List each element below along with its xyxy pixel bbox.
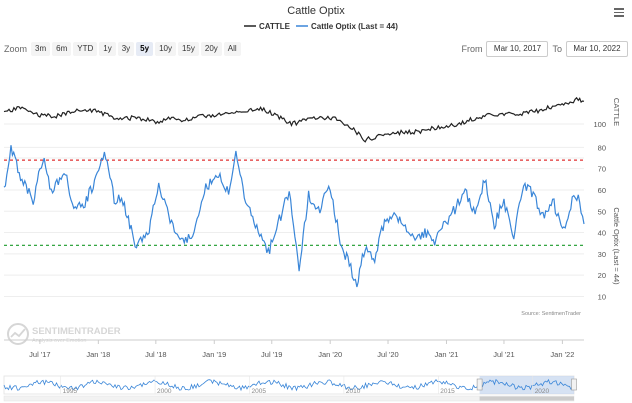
- logo-tagline: Analysis over Emotion: [32, 338, 86, 344]
- zoom-button-1y[interactable]: 1y: [99, 42, 116, 56]
- optix-y-tick-label: 30: [598, 250, 606, 259]
- price-y-tick-label: 100: [593, 120, 606, 129]
- price-y-axis-title: CATTLE: [612, 98, 621, 126]
- legend: CATTLE Cattle Optix (Last = 44): [244, 22, 398, 31]
- x-axis-tick-label: Jul '17: [29, 350, 50, 359]
- to-label: To: [552, 44, 562, 54]
- date-range-selector: From Mar 10, 2017 To Mar 10, 2022: [457, 41, 628, 57]
- price-series-line: [3, 96, 585, 143]
- x-axis-tick-label: Jul '18: [145, 350, 166, 359]
- optix-y-tick-label: 80: [598, 143, 606, 152]
- navigator-handles[interactable]: [476, 378, 577, 391]
- optix-y-tick-label: 60: [598, 186, 606, 195]
- logo-chart-icon: [10, 328, 26, 338]
- navigator-handle-right[interactable]: [571, 378, 577, 391]
- optix-series-line: [3, 145, 585, 288]
- zoom-button-5y[interactable]: 5y: [136, 42, 154, 56]
- zoom-button-6m[interactable]: 6m: [52, 42, 72, 56]
- zoom-selector: Zoom 3m 6m YTD 1y 3y 5y 10y 15y 20y All: [4, 42, 243, 56]
- navigator-tick-label: 2015: [440, 388, 455, 395]
- zoom-button-all[interactable]: All: [223, 42, 241, 56]
- x-axis-tick-label: Jul '21: [493, 350, 514, 359]
- navigator-tick-label: 1995: [63, 388, 78, 395]
- optix-y-tick-label: 40: [598, 229, 606, 238]
- chart-title: Cattle Optix: [287, 5, 345, 17]
- optix-y-tick-label: 50: [598, 207, 606, 216]
- x-axis-tick-label: Jan '19: [202, 350, 226, 359]
- zoom-label: Zoom: [4, 44, 28, 54]
- zoom-button-ytd[interactable]: YTD: [73, 42, 98, 56]
- source-label: Source: SentimenTrader: [521, 311, 581, 317]
- navigator-selected-range[interactable]: [479, 376, 574, 394]
- from-date-input[interactable]: Mar 10, 2017: [486, 41, 549, 57]
- optix-y-tick-label: 10: [598, 292, 606, 301]
- navigator-tick-label: 2005: [252, 388, 267, 395]
- x-axis-tick-label: Jul '20: [377, 350, 398, 359]
- navigator-tick-label: 2010: [346, 388, 361, 395]
- navigator-tick-label: 2020: [535, 388, 550, 395]
- from-label: From: [461, 44, 483, 54]
- optix-y-axis-title: Cattle Optix (Last = 44): [612, 207, 621, 285]
- navigator-axis: 1995 2000 2005 2010 2015 2020: [60, 376, 550, 395]
- legend-item-optix[interactable]: Cattle Optix (Last = 44): [311, 22, 398, 31]
- zoom-button-3m[interactable]: 3m: [31, 42, 51, 56]
- optix-y-tick-label: 70: [598, 165, 606, 174]
- navigator-scrollbar-thumb[interactable]: [479, 396, 574, 401]
- x-axis: Jul '17 Jan '18 Jul '18 Jan '19 Jul '19 Jan '…: [4, 339, 584, 359]
- navigator-handle-left[interactable]: [476, 378, 483, 391]
- legend-item-cattle[interactable]: CATTLE: [259, 22, 291, 31]
- sentimentrader-logo: SENTIMENTRADER Analysis over Emotion: [7, 323, 121, 345]
- navigator[interactable]: 1995 2000 2005 2010 2015 2020: [3, 375, 577, 402]
- zoom-button-10y[interactable]: 10y: [155, 42, 176, 56]
- optix-panel: 10 20 30 40 50 60 70 80 Cattle Optix (Last = 44…: [3, 143, 621, 317]
- price-panel: 100 CATTLE: [3, 96, 621, 143]
- to-date-input[interactable]: Mar 10, 2022: [566, 41, 628, 57]
- x-axis-tick-label: Jul '19: [261, 350, 282, 359]
- zoom-button-20y[interactable]: 20y: [200, 42, 222, 56]
- optix-y-tick-label: 20: [598, 271, 606, 280]
- x-axis-tick-label: Jan '18: [86, 350, 110, 359]
- hamburger-menu-icon[interactable]: [614, 8, 624, 17]
- logo-mark-icon: [7, 323, 29, 345]
- zoom-button-15y[interactable]: 15y: [177, 42, 199, 56]
- x-axis-tick-label: Jan '20: [318, 350, 342, 359]
- x-axis-tick-label: Jan '21: [434, 350, 458, 359]
- navigator-tick-label: 2000: [157, 388, 172, 395]
- x-axis-tick-label: Jan '22: [550, 350, 574, 359]
- optix-grid: [4, 146, 584, 297]
- optix-y-axis: 10 20 30 40 50 60 70 80: [598, 143, 606, 301]
- logo-wordmark: SENTIMENTRADER: [32, 326, 121, 337]
- zoom-button-3y[interactable]: 3y: [117, 42, 135, 56]
